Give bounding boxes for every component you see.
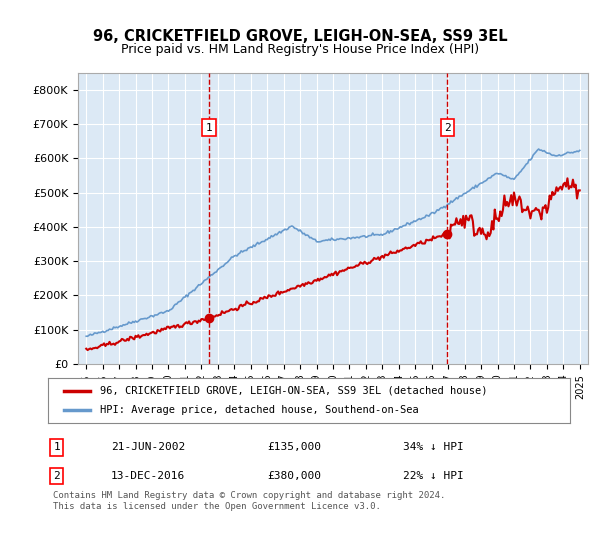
Text: £135,000: £135,000 bbox=[267, 442, 321, 452]
Text: Price paid vs. HM Land Registry's House Price Index (HPI): Price paid vs. HM Land Registry's House … bbox=[121, 43, 479, 56]
Text: HPI: Average price, detached house, Southend-on-Sea: HPI: Average price, detached house, Sout… bbox=[100, 405, 419, 416]
Text: £380,000: £380,000 bbox=[267, 471, 321, 481]
Text: 1: 1 bbox=[206, 123, 212, 133]
Text: Contains HM Land Registry data © Crown copyright and database right 2024.
This d: Contains HM Land Registry data © Crown c… bbox=[53, 492, 446, 511]
Text: 34% ↓ HPI: 34% ↓ HPI bbox=[403, 442, 464, 452]
Text: 96, CRICKETFIELD GROVE, LEIGH-ON-SEA, SS9 3EL: 96, CRICKETFIELD GROVE, LEIGH-ON-SEA, SS… bbox=[92, 29, 508, 44]
Text: 21-JUN-2002: 21-JUN-2002 bbox=[110, 442, 185, 452]
Text: 13-DEC-2016: 13-DEC-2016 bbox=[110, 471, 185, 481]
Text: 1: 1 bbox=[53, 442, 60, 452]
Text: 2: 2 bbox=[53, 471, 60, 481]
Text: 22% ↓ HPI: 22% ↓ HPI bbox=[403, 471, 464, 481]
Text: 2: 2 bbox=[444, 123, 451, 133]
Text: 96, CRICKETFIELD GROVE, LEIGH-ON-SEA, SS9 3EL (detached house): 96, CRICKETFIELD GROVE, LEIGH-ON-SEA, SS… bbox=[100, 385, 488, 395]
